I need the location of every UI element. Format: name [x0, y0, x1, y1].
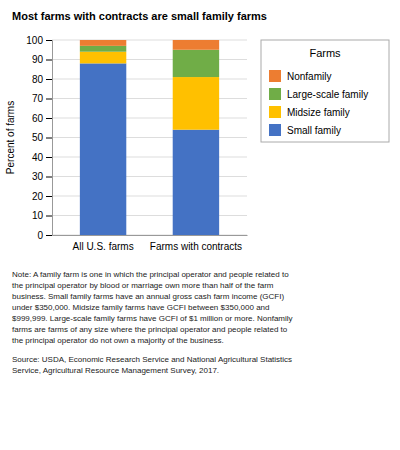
annotation-line: the principal operator by blood or marri…: [12, 281, 274, 290]
y-tick-label: 50: [32, 132, 44, 143]
annotation-line: Service, Agricultural Resource Managemen…: [12, 366, 219, 375]
y-tick-mark: [46, 99, 52, 100]
y-tick-mark: [46, 235, 52, 236]
y-tick: 30: [32, 171, 52, 182]
x-tick: Farms with contracts: [150, 241, 242, 252]
annotation-line: farms are farms of any size where the pr…: [12, 325, 288, 334]
y-tick-label: 10: [32, 210, 44, 221]
y-tick-label: 90: [32, 54, 44, 65]
annotation-line: under $350,000. Midsize family farms hav…: [12, 303, 269, 312]
annotation-line: Note: A family farm is one in which the …: [12, 270, 289, 279]
y-tick-label: 40: [32, 152, 44, 163]
y-axis: 0 10 20 30 40 50 60 70 80 90 100: [26, 35, 52, 241]
bar-series: [80, 40, 219, 50]
x-tick: All U.S. farms: [73, 241, 134, 252]
bar: [173, 50, 219, 77]
bar: [80, 63, 126, 235]
bar-series: [80, 63, 219, 235]
y-axis-line: [46, 41, 53, 236]
legend-item: Small family: [269, 124, 341, 136]
legend-label: Midsize family: [287, 107, 350, 118]
y-tick: 40: [32, 152, 52, 163]
y-tick: 50: [32, 132, 52, 143]
y-tick-mark: [46, 79, 52, 80]
y-tick-mark: [46, 138, 52, 139]
grid: [52, 40, 247, 235]
legend-swatch: [269, 88, 281, 100]
x-tick-label: All U.S. farms: [73, 241, 134, 252]
bar: [173, 77, 219, 130]
annotation: Source: USDA, Economic Research Service …: [12, 355, 292, 375]
bar: [173, 40, 219, 50]
bar: [173, 130, 219, 235]
bar: [80, 46, 126, 52]
legend-frame: [261, 40, 389, 142]
y-tick: 100: [26, 35, 52, 46]
legend-label: Nonfamily: [287, 71, 331, 82]
y-tick-mark: [46, 118, 52, 119]
y-tick: 90: [32, 54, 52, 65]
legend-swatch: [269, 124, 281, 136]
y-tick-label: 100: [26, 35, 43, 46]
y-tick-mark: [46, 196, 52, 197]
y-tick: 70: [32, 93, 52, 104]
annotation-line: Source: USDA, Economic Research Service …: [12, 355, 292, 364]
bar-series: [80, 46, 219, 77]
y-tick-mark: [46, 157, 52, 158]
legend: Farms Nonfamily Large-scale family Midsize …: [261, 40, 389, 142]
legend-item: Nonfamily: [269, 70, 331, 82]
annotation-line: $999,999. Large-scale family farms have …: [12, 314, 293, 323]
y-tick-mark: [46, 177, 52, 178]
y-tick: 80: [32, 74, 52, 85]
y-tick-label: 80: [32, 74, 44, 85]
annotation-line: the principal operator do not own a majo…: [12, 336, 224, 345]
y-tick: 0: [37, 230, 52, 241]
y-tick-mark: [46, 216, 52, 217]
y-tick-label: 60: [32, 113, 44, 124]
bar: [80, 40, 126, 46]
legend-item: Large-scale family: [269, 88, 368, 100]
x-tick-label: Farms with contracts: [150, 241, 242, 252]
legend-label: Small family: [287, 125, 341, 136]
y-tick-mark: [46, 40, 52, 41]
y-tick: 10: [32, 210, 52, 221]
y-tick-label: 70: [32, 93, 44, 104]
legend-label: Large-scale family: [287, 89, 368, 100]
y-axis-title: Percent of farms: [5, 101, 16, 174]
legend-swatch: [269, 70, 281, 82]
annotation: Note: A family farm is one in which the …: [12, 270, 293, 345]
chart: Most farms with contracts are small fami…: [0, 0, 400, 450]
legend-title: Farms: [309, 47, 341, 59]
y-tick: 60: [32, 113, 52, 124]
y-tick-label: 0: [37, 230, 43, 241]
bar: [80, 52, 126, 64]
y-tick-label: 30: [32, 171, 44, 182]
legend-item: Midsize family: [269, 106, 350, 118]
x-axis-line: [53, 235, 248, 236]
legend-swatch: [269, 106, 281, 118]
y-tick: 20: [32, 191, 52, 202]
bars: [80, 40, 219, 235]
title: Most farms with contracts are small fami…: [12, 10, 267, 22]
annotation-line: business. Small family farms have an ann…: [12, 292, 284, 301]
y-tick-mark: [46, 60, 52, 61]
x-axis: All U.S. farms Farms with contracts: [53, 236, 248, 253]
y-tick-label: 20: [32, 191, 44, 202]
